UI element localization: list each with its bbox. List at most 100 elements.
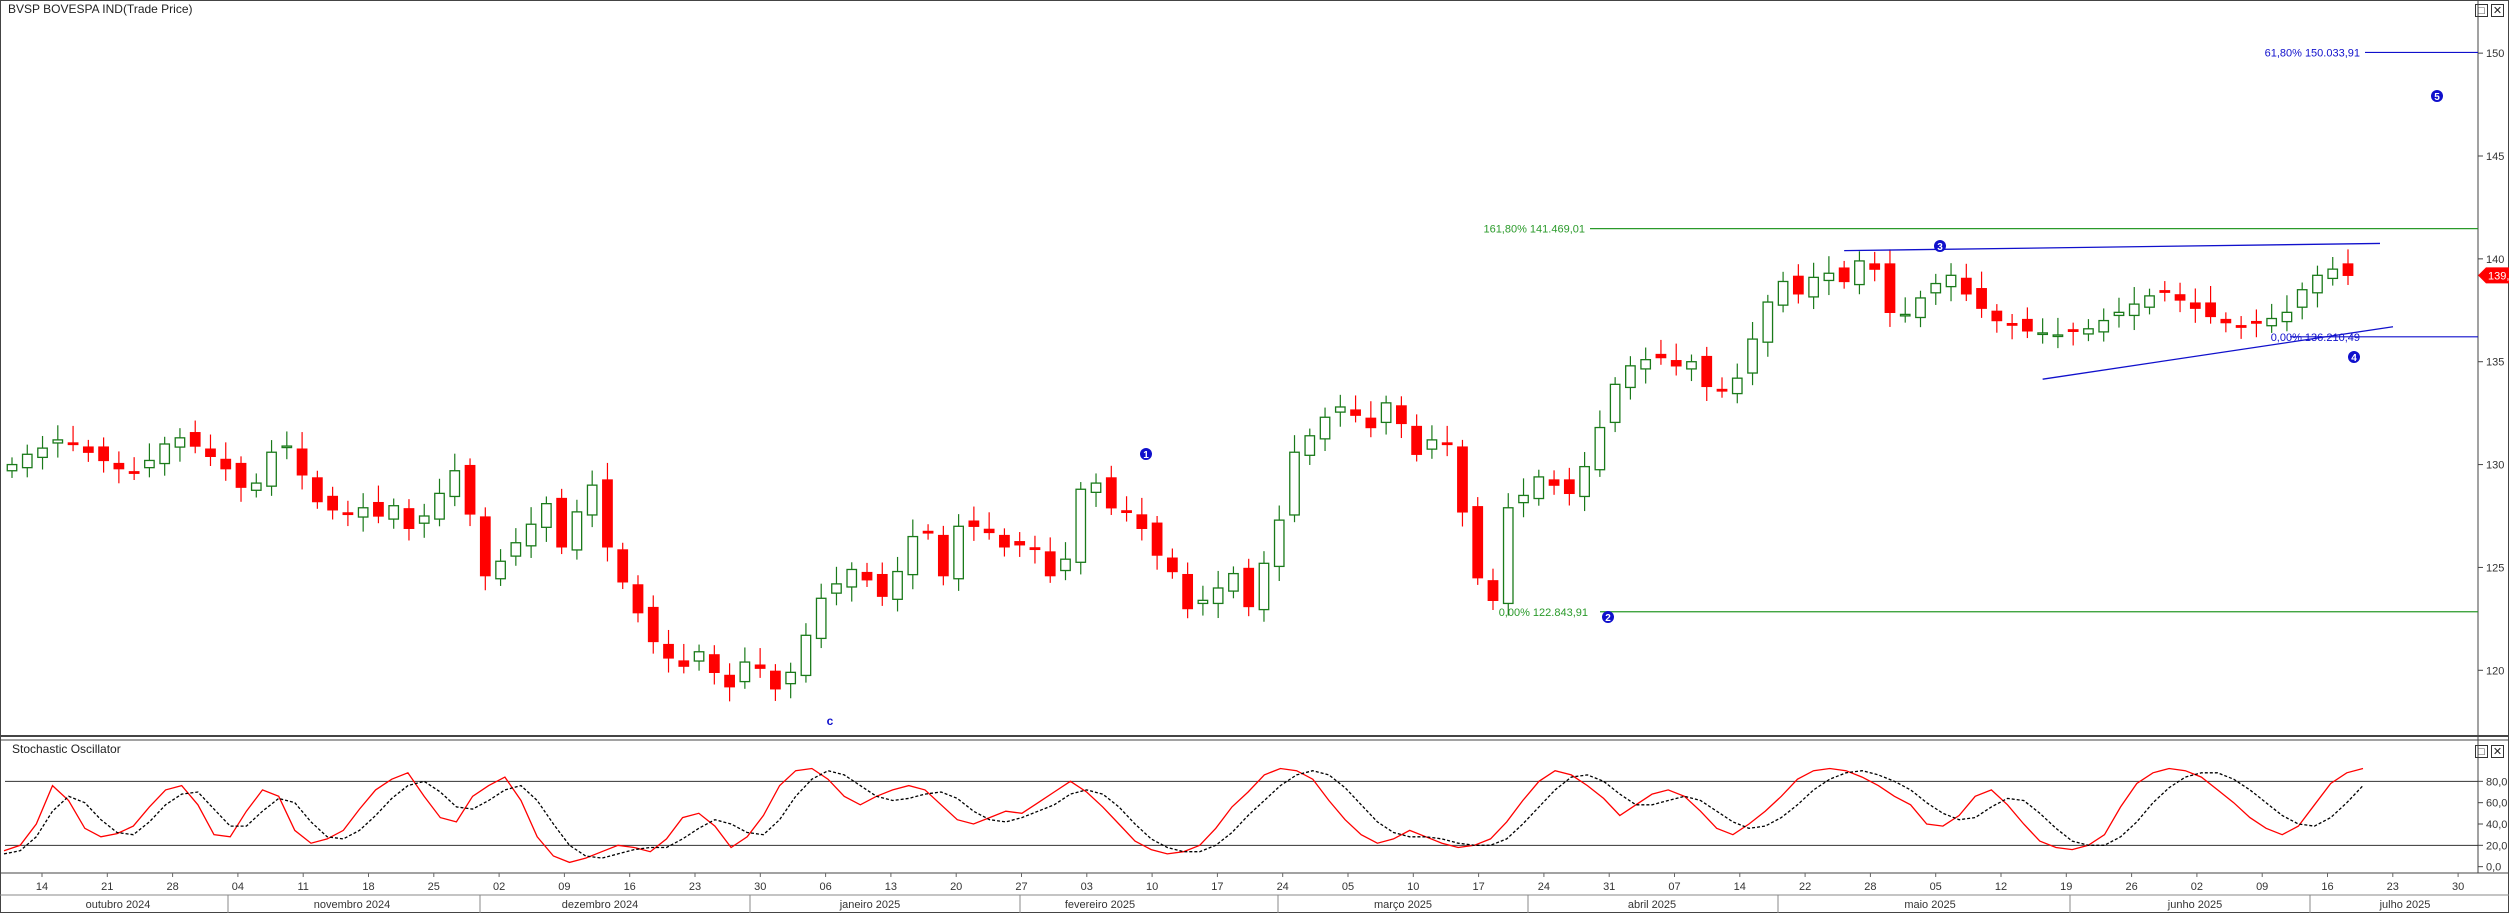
- day-tick-label: 09: [2256, 881, 2268, 893]
- candle-body: [831, 583, 842, 594]
- wave-label: 4: [2351, 353, 2357, 364]
- day-tick-label: 02: [2191, 881, 2203, 893]
- day-tick-label: 22: [1799, 881, 1811, 893]
- candle-body: [754, 664, 766, 669]
- day-tick-label: 24: [1538, 881, 1550, 893]
- candle-body: [2220, 318, 2232, 324]
- candle-body: [1716, 388, 1728, 392]
- day-tick-label: 23: [2387, 881, 2399, 893]
- day-tick-label: 30: [754, 881, 766, 893]
- lower-trendline: [2042, 326, 2394, 380]
- upper-trendline: [1844, 242, 2381, 252]
- candle-body: [1197, 599, 1209, 605]
- candle-body: [434, 492, 445, 520]
- candle-body: [2021, 318, 2033, 332]
- candle-body: [1808, 276, 1820, 298]
- candle-body: [357, 507, 369, 518]
- candle-body: [1930, 282, 1942, 294]
- month-label: março 2025: [1374, 899, 1432, 911]
- candle-body: [495, 560, 506, 580]
- candle-body: [525, 523, 537, 547]
- oscillator-title: Stochastic Oscillator: [12, 742, 121, 756]
- candle-body: [663, 643, 674, 659]
- candle-body: [1625, 365, 1636, 389]
- day-tick-label: 28: [1864, 881, 1876, 893]
- stoch-d-line: [3, 770, 2364, 859]
- candle-body: [1823, 272, 1835, 282]
- candle-body: [2342, 263, 2354, 276]
- day-tick-label: 31: [1603, 881, 1615, 893]
- candle-body: [418, 515, 430, 524]
- day-tick-label: 25: [428, 881, 440, 893]
- candle-body: [2281, 311, 2293, 323]
- price-axis: 120 125 130 135 140 145 150 139,2: [2478, 48, 2509, 677]
- candle-body: [2067, 329, 2079, 332]
- candle-body: [1273, 519, 1285, 568]
- candle-body: [1472, 506, 1484, 579]
- candle-body: [647, 606, 659, 643]
- osc-close-button[interactable]: ✕: [2491, 745, 2504, 758]
- stochastic-oscillator: 80,0 60,0 40,0 20,0 0,0: [3, 767, 2507, 874]
- candle-body: [479, 516, 491, 577]
- day-tick-label: 17: [1211, 881, 1223, 893]
- candle-body: [693, 651, 705, 662]
- day-tick-label: 17: [1472, 881, 1484, 893]
- candle-body: [281, 445, 293, 449]
- day-tick-label: 16: [2321, 881, 2333, 893]
- candle-body: [1609, 383, 1621, 424]
- candle-body: [1166, 557, 1178, 573]
- candle-body: [907, 535, 919, 576]
- main-close-button[interactable]: ✕: [2491, 4, 2504, 17]
- main-chart-title: BVSP BOVESPA IND(Trade Price): [8, 2, 193, 16]
- candle-body: [1594, 426, 1606, 471]
- candle-body: [586, 484, 598, 516]
- day-tick-label: 27: [1015, 881, 1027, 893]
- month-label: fevereiro 2025: [1065, 899, 1135, 911]
- stoch-k-line: [3, 767, 2364, 864]
- candle-body: [1258, 562, 1270, 611]
- candle-body: [2006, 323, 2018, 326]
- candle-body: [1243, 567, 1255, 608]
- candle-body: [953, 525, 964, 580]
- candle-body: [1869, 263, 1881, 270]
- candle-body: [785, 671, 797, 685]
- candle-body: [220, 458, 232, 470]
- price-tick-label: 130: [2486, 460, 2504, 472]
- wave-marker: [2348, 351, 2360, 363]
- candle-body: [1655, 353, 1667, 359]
- candle-body: [1777, 280, 1789, 306]
- day-tick-label: 13: [885, 881, 897, 893]
- candle-body: [464, 464, 476, 515]
- candlestick-series: [6, 249, 2354, 702]
- candle-body: [2083, 328, 2094, 335]
- candle-body: [1121, 510, 1132, 514]
- candle-body: [724, 674, 735, 688]
- osc-tick-label: 60,0: [2486, 798, 2507, 810]
- day-tick-label: 02: [493, 881, 505, 893]
- day-tick-label: 03: [1081, 881, 1093, 893]
- candle-body: [2235, 325, 2247, 328]
- day-tick-label: 10: [1407, 881, 1419, 893]
- day-tick-label: 24: [1277, 881, 1289, 893]
- candle-body: [1334, 406, 1346, 413]
- candle-body: [250, 482, 262, 491]
- price-tick-label: 135: [2486, 357, 2504, 369]
- candle-body: [189, 432, 201, 447]
- wave-labels: c 1 2 3 4 5: [827, 90, 2443, 728]
- candle-body: [2128, 303, 2140, 317]
- wave-marker: [1140, 448, 1152, 460]
- day-tick-label: 06: [819, 881, 831, 893]
- wave-label: 5: [2434, 92, 2440, 103]
- osc-tick-label: 40,0: [2486, 819, 2507, 831]
- candle-body: [311, 477, 323, 503]
- candle-body: [2052, 334, 2064, 338]
- fib-level-label: 161,80% 141.469,01: [1483, 224, 1585, 236]
- candle-body: [1212, 587, 1224, 605]
- wave-marker: [1602, 611, 1614, 623]
- day-tick-label: 28: [166, 881, 178, 893]
- candle-body: [327, 495, 339, 511]
- wave-marker: [1934, 240, 1946, 252]
- candle-body: [1563, 479, 1575, 495]
- candle-body: [1228, 572, 1239, 592]
